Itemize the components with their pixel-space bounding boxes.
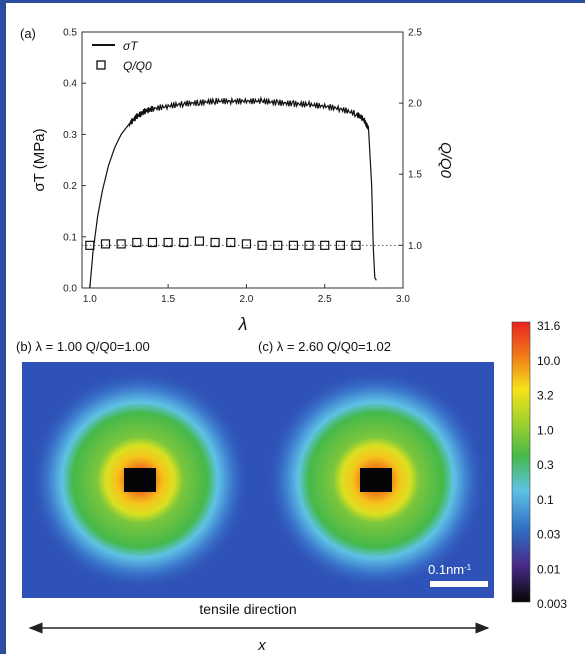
y-left-tick-label: 0.2	[63, 181, 77, 192]
scalebar: 0.1nm-1	[428, 562, 488, 587]
x-tick-label: 2.0	[239, 294, 253, 305]
heatmap-c	[268, 372, 484, 588]
colorbar-tick-label: 0.1	[537, 493, 554, 507]
beamstop-b	[124, 468, 156, 492]
y-left-tick-label: 0.0	[63, 284, 77, 295]
data-point-q	[210, 237, 220, 248]
colorbar-tick-label: 0.3	[537, 458, 554, 472]
data-point-q	[257, 240, 267, 250]
panel-c-label: (c) λ = 2.60 Q/Q0=1.02	[258, 339, 391, 354]
data-point-q	[100, 239, 111, 249]
y-left-axis-label: σT (MPa)	[31, 128, 48, 191]
data-point-q	[320, 240, 330, 250]
beamstop-c	[360, 468, 392, 492]
colorbar-labels: 31.6 10.0 3.2 1.0 0.3 0.1 0.03 0.01 0.003	[537, 319, 567, 611]
y-right-tick-label: 1.5	[408, 170, 422, 181]
scalebar-bar	[430, 581, 488, 587]
panel-b-label: (b) λ = 1.00 Q/Q0=1.00	[16, 339, 150, 354]
data-point-q	[351, 240, 361, 250]
left-border	[0, 0, 6, 654]
panel-a-chart: (a) 1.0 1.5 2.0 2.5 3.00.00.10.20.30.40.51.0…	[20, 26, 454, 334]
scalebar-label: 0.1nm-1	[428, 562, 472, 577]
y-left-tick-label: 0.1	[63, 232, 77, 243]
legend-square-marker	[96, 60, 106, 70]
top-border	[0, 0, 585, 3]
colorbar-tick-label: 3.2	[537, 389, 554, 403]
x-tick-label: 1.0	[83, 294, 97, 305]
data-point-q	[194, 236, 205, 246]
series-line-sigma	[89, 95, 377, 289]
data-point-q	[335, 240, 345, 250]
data-point-q	[288, 240, 298, 250]
tensile-direction-caption: tensile direction	[199, 601, 296, 617]
y-left-tick-label: 0.3	[63, 130, 77, 141]
y-left-tick-label: 0.4	[63, 79, 77, 90]
data-layer	[82, 95, 403, 289]
data-point-q	[85, 240, 95, 250]
heatmap-panel: 0.1nm-1	[22, 362, 494, 598]
data-point-q	[304, 240, 314, 250]
colorbar-tick-label: 0.01	[537, 562, 561, 576]
colorbar-tick-label: 0.003	[537, 597, 567, 611]
data-point-q	[163, 237, 173, 248]
data-point-q	[241, 239, 252, 249]
panel-a-label: (a)	[20, 26, 36, 41]
heatmap-b	[32, 372, 248, 588]
legend-label-q: Q/Q0	[123, 59, 152, 73]
legend-label-sigma: σT	[123, 39, 139, 53]
colorbar-tick-label: 31.6	[537, 319, 561, 333]
y-right-axis-label: Q/Q0	[437, 142, 454, 179]
colorbar-tick-label: 10.0	[537, 354, 561, 368]
x-direction-label: x	[257, 637, 266, 654]
colorbar-tick-label: 1.0	[537, 423, 554, 437]
data-point-q	[226, 237, 236, 248]
y-right-tick-label: 2.0	[408, 99, 422, 110]
y-left-tick-label: 0.5	[63, 28, 77, 39]
data-point-q	[179, 237, 189, 248]
axis-ticks: 1.0 1.5 2.0 2.5 3.0 0.0 0.1 0.2 0.3 0.4 0.5 1.0 1.5 2…	[63, 28, 422, 306]
colorbar: 31.6 10.0 3.2 1.0 0.3 0.1 0.03 0.01 0.003	[511, 319, 567, 611]
plot-frame	[81, 31, 404, 289]
legend: σT Q/Q0	[92, 39, 152, 73]
y-right-tick-label: 2.5	[408, 28, 422, 39]
data-point-q	[132, 237, 142, 248]
data-point-q	[273, 240, 283, 250]
data-point-q	[116, 239, 126, 249]
x-axis-label: λ	[238, 314, 248, 334]
colorbar-gradient	[511, 321, 531, 603]
y-right-tick-label: 1.0	[408, 241, 422, 252]
x-tick-label: 3.0	[396, 294, 410, 305]
data-point-q	[147, 237, 158, 248]
x-tick-label: 1.5	[161, 294, 175, 305]
x-tick-label: 2.5	[318, 294, 332, 305]
colorbar-tick-label: 0.03	[537, 528, 561, 542]
